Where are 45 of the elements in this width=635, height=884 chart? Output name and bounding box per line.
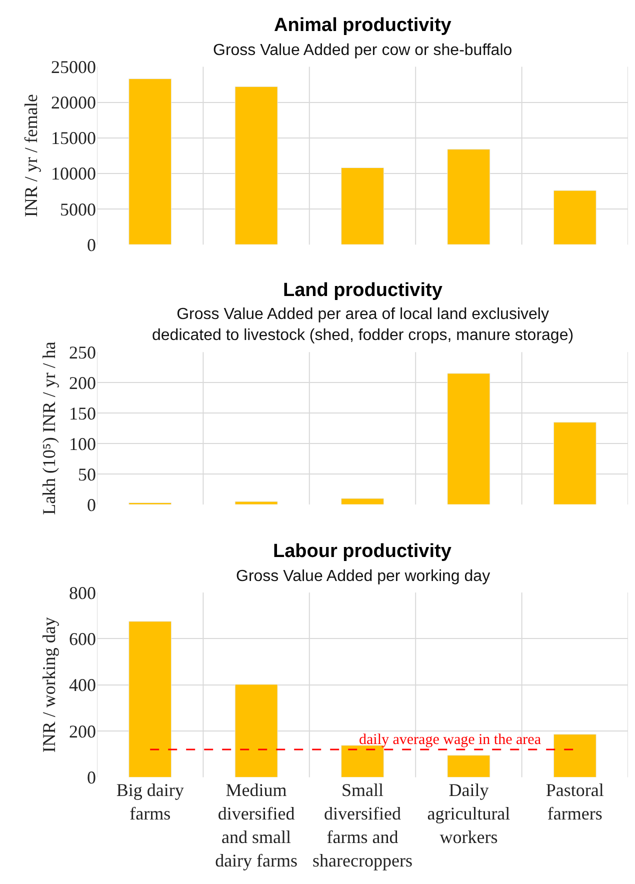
y-tick-label: 50: [78, 464, 96, 484]
bar: [128, 621, 172, 778]
bar: [553, 734, 596, 778]
y-tick-label: 15000: [51, 128, 96, 148]
x-tick-label: Big dairy farms: [116, 780, 184, 824]
y-tick-label: 100: [69, 434, 96, 454]
x-tick-label: Medium diversified and small dairy farms: [215, 780, 298, 870]
chart-title: Animal productivity: [274, 15, 452, 36]
y-tick-label: 200: [69, 721, 96, 742]
y-tick-label: 150: [69, 403, 96, 424]
bar: [234, 86, 278, 245]
bar: [234, 501, 278, 505]
bar: [553, 190, 596, 245]
chart-subtitle: Gross Value Added per working day: [236, 568, 490, 585]
x-tick-label: Small diversified farms and sharecroppers: [312, 780, 412, 870]
bar: [128, 78, 172, 245]
y-axis-title: INR / yr / female: [21, 94, 42, 218]
y-tick-label: 0: [87, 494, 96, 515]
x-tick-label: Pastoral farmers: [546, 780, 604, 824]
y-tick-label: 10000: [51, 164, 96, 184]
chart-subtitle: Gross Value Added per cow or she-buffalo: [213, 42, 512, 59]
y-tick-label: 800: [69, 582, 96, 603]
bar: [447, 373, 490, 505]
chart-subtitle: Gross Value Added per area of local land exclusively dedicated to livestock (shed, fodder crops, manure storage): [152, 306, 574, 344]
chart-title: Labour productivity: [273, 541, 452, 562]
ref-line-label: daily average wage in the area: [359, 732, 542, 748]
bar: [447, 755, 490, 778]
y-axis-title: Lakh (10⁵) INR / yr / ha: [39, 342, 60, 515]
bar: [341, 498, 384, 505]
y-tick-label: 20000: [51, 92, 96, 113]
x-tick-label: Daily agricultural workers: [427, 780, 510, 848]
chart-title: Land productivity: [283, 280, 443, 301]
y-tick-label: 0: [87, 768, 96, 788]
bar: [553, 422, 596, 505]
bar: [341, 167, 384, 245]
y-tick-label: 0: [87, 234, 96, 255]
y-tick-label: 5000: [60, 199, 96, 220]
y-tick-label: 200: [69, 372, 96, 393]
y-tick-label: 400: [69, 675, 96, 696]
y-axis-title: INR / working day: [39, 617, 60, 753]
bar: [447, 148, 490, 245]
y-tick-label: 250: [69, 342, 96, 362]
y-tick-label: 25000: [51, 56, 96, 77]
bar: [234, 684, 278, 778]
y-tick-label: 600: [69, 628, 96, 649]
